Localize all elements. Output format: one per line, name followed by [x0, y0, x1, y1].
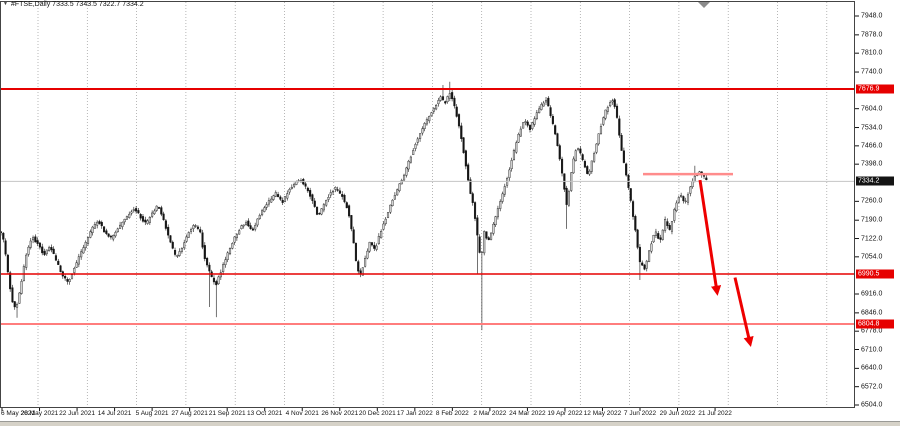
price-tick-label: 7534.0	[861, 124, 883, 132]
price-tick-label: 6778.0	[861, 327, 883, 335]
price-tick-label: 7604.0	[861, 105, 883, 113]
date-tick-label: 5 Aug 2021	[135, 410, 169, 417]
price-tick-label: 7054.0	[861, 253, 883, 261]
date-tick-label: 28 May 2021	[20, 410, 59, 417]
price-tick-label: 7398.0	[861, 160, 883, 168]
price-axis: 7948.0 7878.0 7810.0 7740.0 7604.0 7534.0 7466…	[855, 0, 900, 421]
date-tick-label: 12 May 2022	[583, 410, 622, 417]
date-tick-label: 24 Mar 2022	[509, 410, 546, 417]
forecast-arrow-1[interactable]	[698, 179, 722, 296]
price-level-label: 6990.5	[856, 269, 894, 279]
date-tick-label: 21 Jul 2022	[698, 410, 732, 417]
date-tick-label: 4 Nov 2021	[285, 410, 319, 417]
date-tick-label: 14 Jul 2021	[97, 410, 132, 417]
symbol-title-text: #FTSE,Daily 7333.5 7343.5 7322.7 7334.2	[10, 1, 144, 8]
price-tick-label: 6846.0	[861, 309, 883, 317]
date-tick-label: 6 May 2021	[1, 410, 35, 417]
price-tick-label: 7122.0	[861, 235, 883, 243]
date-tick-label: 26 Nov 2021	[321, 410, 359, 417]
date-tick-label: 27 Aug 2021	[171, 410, 208, 417]
price-tick-label: 6916.0	[861, 290, 883, 298]
price-tick-label: 7810.0	[861, 49, 883, 57]
current-price-label: 7334.2	[856, 176, 894, 186]
date-tick-label: 22 Jun 2021	[59, 410, 95, 417]
date-tick-label: 29 Jun 2022	[659, 410, 696, 417]
price-tick-label: 7260.0	[861, 197, 883, 205]
price-tick-label: 6504.0	[861, 401, 883, 409]
candles	[0, 81, 708, 331]
price-tick-label: 7740.0	[861, 68, 883, 76]
price-tick-label: 7466.0	[861, 142, 883, 150]
price-level-label: 7676.9	[856, 84, 894, 94]
chart-shift-marker-icon[interactable]	[698, 2, 710, 8]
chart-frame	[0, 1, 855, 408]
price-tick-label: 7190.0	[861, 216, 883, 224]
date-tick-label: 13 Oct 2021	[246, 410, 283, 417]
grid-lines	[37, 2, 828, 408]
price-tick-label: 6572.0	[861, 383, 883, 391]
date-tick-label: 20 Dec 2021	[358, 410, 396, 417]
date-tick-label: 17 Jan 2022	[396, 410, 433, 417]
price-level-label: 6804.8	[856, 319, 894, 329]
forecast-arrow-2[interactable]	[733, 277, 754, 348]
price-tick-label: 7878.0	[861, 31, 883, 39]
date-tick-label: 7 Jun 2022	[623, 410, 657, 417]
date-tick-label: 8 Feb 2022	[435, 410, 469, 417]
collapse-triangle-icon[interactable]: ▼	[3, 1, 8, 7]
price-tick-label: 7948.0	[861, 12, 883, 20]
bottom-strip	[0, 421, 900, 426]
date-axis: 6 May 2021 28 May 2021 22 Jun 2021 14 Jul 2…	[0, 409, 856, 421]
symbol-title: ▼ #FTSE,Daily 7333.5 7343.5 7322.7 7334.…	[3, 1, 144, 8]
price-tick-label: 6640.0	[861, 364, 883, 372]
date-tick-label: 21 Sep 2021	[208, 410, 246, 417]
price-tick-label: 6710.0	[861, 346, 883, 353]
date-tick-label: 19 Apr 2022	[547, 410, 583, 417]
date-tick-label: 2 Mar 2022	[473, 410, 507, 417]
